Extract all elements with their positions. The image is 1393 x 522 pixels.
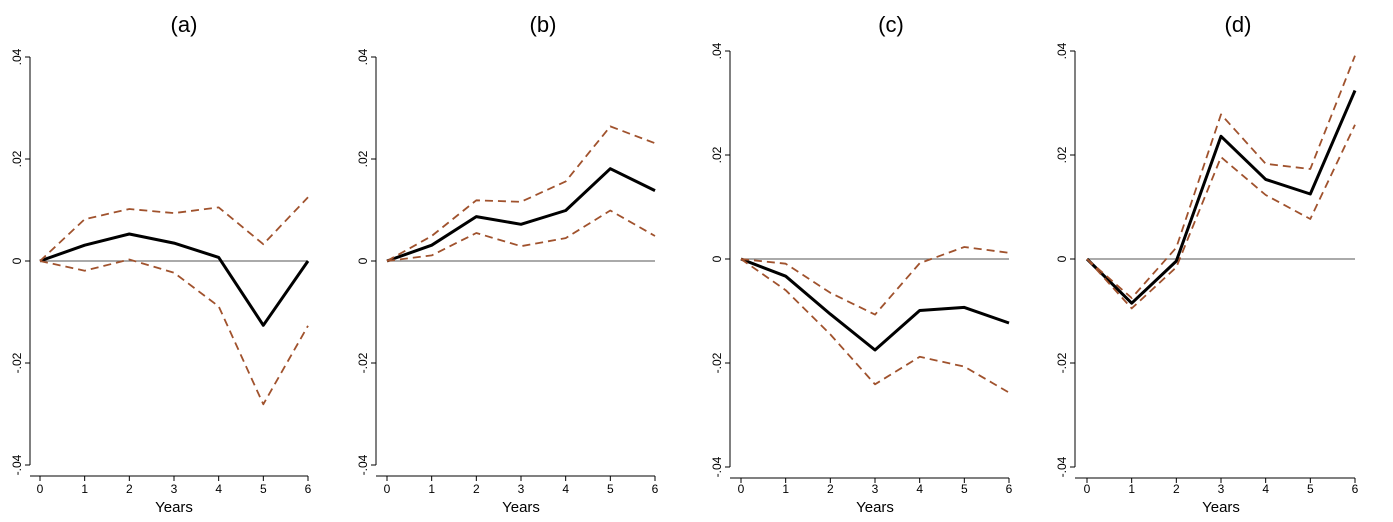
lower-confidence-line (740, 258, 1010, 394)
x-axis-title: Years (856, 499, 894, 516)
lower-confidence-line (39, 258, 309, 406)
x-tick-label: 0 (738, 482, 745, 496)
chart-panel-1: (a) -.04 -.02 0 .02 .04 0 1 2 3 4 5 6 Years (10, 12, 311, 516)
y-tick-label: .04 (1055, 42, 1069, 59)
lower-confidence-line (386, 209, 656, 262)
x-tick-label: 2 (473, 482, 480, 496)
y-tick-label: .02 (10, 150, 24, 167)
x-tick-label: 4 (215, 482, 222, 496)
y-tick-label: -.02 (710, 352, 724, 373)
y-tick-label: -.02 (10, 352, 24, 373)
y-tick-label: .02 (710, 146, 724, 163)
x-tick-label: 5 (607, 482, 614, 496)
x-tick-label: 2 (126, 482, 133, 496)
y-tick-label: 0 (1055, 255, 1069, 262)
panel-title: (c) (878, 12, 904, 37)
x-tick-label: 3 (872, 482, 879, 496)
estimate-line (1085, 89, 1357, 305)
upper-confidence-line (39, 196, 309, 262)
y-tick-label: .04 (10, 48, 24, 65)
x-tick-label: 5 (961, 482, 968, 496)
x-tick-label: 3 (1218, 482, 1225, 496)
y-tick-label: -.04 (10, 454, 24, 475)
x-tick-label: 3 (171, 482, 178, 496)
x-tick-label: 2 (827, 482, 834, 496)
x-tick-label: 1 (81, 482, 88, 496)
y-tick-label: -.04 (1055, 456, 1069, 477)
y-tick-label: .02 (356, 150, 370, 167)
x-tick-label: 0 (1084, 482, 1091, 496)
panel-title: (a) (171, 12, 198, 37)
y-tick-label: -.04 (710, 456, 724, 477)
y-tick-label: .04 (710, 42, 724, 59)
panel-title: (d) (1225, 12, 1252, 37)
x-axis-title: Years (155, 499, 193, 516)
x-tick-label: 6 (305, 482, 312, 496)
y-tick-label: -.02 (356, 352, 370, 373)
y-tick-label: -.02 (1055, 352, 1069, 373)
x-tick-label: 4 (1262, 482, 1269, 496)
x-tick-label: 0 (37, 482, 44, 496)
x-tick-label: 6 (1352, 482, 1359, 496)
x-tick-label: 1 (428, 482, 435, 496)
x-tick-label: 6 (1006, 482, 1013, 496)
chart-panel-4: (d) -.04 -.02 0 .02 .04 0 1 2 3 4 5 6 Years (1055, 12, 1358, 516)
x-axis-title: Years (502, 499, 540, 516)
estimate-line (386, 167, 656, 263)
x-tick-label: 1 (1128, 482, 1135, 496)
x-tick-label: 4 (562, 482, 569, 496)
x-tick-label: 5 (1307, 482, 1314, 496)
x-tick-label: 5 (260, 482, 267, 496)
lower-confidence-line (1086, 124, 1356, 310)
x-tick-label: 1 (782, 482, 789, 496)
panel-title: (b) (530, 12, 557, 37)
y-tick-label: .02 (1055, 146, 1069, 163)
x-tick-label: 3 (518, 482, 525, 496)
x-tick-label: 6 (652, 482, 659, 496)
x-tick-label: 2 (1173, 482, 1180, 496)
upper-confidence-line (1086, 55, 1356, 299)
y-tick-label: 0 (356, 257, 370, 264)
y-tick-label: -.04 (356, 454, 370, 475)
x-tick-label: 4 (916, 482, 923, 496)
upper-confidence-line (740, 246, 1010, 316)
upper-confidence-line (386, 125, 656, 262)
chart-panel-3: (c) -.04 -.02 0 .02 .04 0 1 2 3 4 5 6 Years (710, 12, 1012, 516)
y-tick-label: .04 (356, 48, 370, 65)
x-axis-title: Years (1202, 499, 1240, 516)
y-tick-label: 0 (10, 257, 24, 264)
y-tick-label: 0 (710, 255, 724, 262)
estimate-line (740, 257, 1010, 352)
estimate-line (39, 232, 310, 327)
x-tick-label: 0 (384, 482, 391, 496)
chart-panel-2: (b) -.04 -.02 0 .02 .04 0 1 2 3 4 5 6 Years (356, 12, 658, 516)
